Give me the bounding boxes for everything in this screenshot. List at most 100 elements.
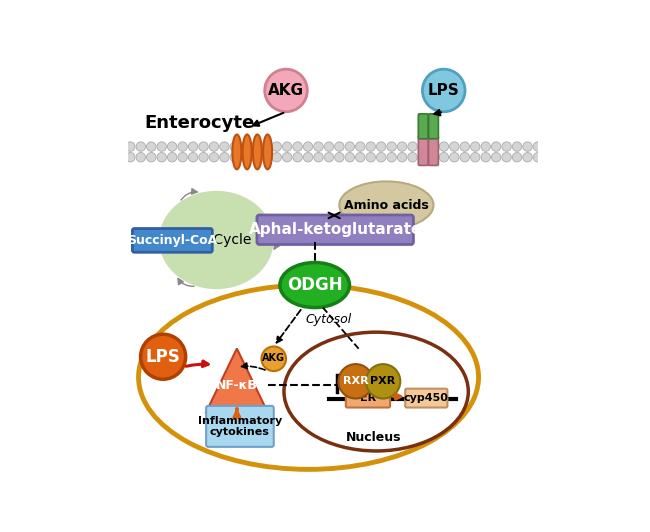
FancyBboxPatch shape — [133, 229, 213, 252]
Circle shape — [429, 142, 438, 151]
Circle shape — [450, 153, 459, 162]
Circle shape — [209, 142, 218, 151]
Circle shape — [146, 142, 156, 151]
Ellipse shape — [242, 135, 252, 169]
Circle shape — [178, 153, 187, 162]
Circle shape — [397, 142, 407, 151]
Circle shape — [491, 142, 501, 151]
Circle shape — [251, 153, 261, 162]
Circle shape — [335, 142, 344, 151]
Circle shape — [282, 153, 292, 162]
Circle shape — [136, 142, 146, 151]
Circle shape — [422, 69, 465, 112]
Circle shape — [366, 153, 376, 162]
Ellipse shape — [280, 262, 350, 307]
Circle shape — [157, 142, 166, 151]
Polygon shape — [206, 348, 268, 412]
Circle shape — [376, 153, 386, 162]
Circle shape — [429, 153, 438, 162]
Circle shape — [324, 153, 333, 162]
Text: Enterocyte: Enterocyte — [145, 114, 255, 132]
Text: cyp450: cyp450 — [404, 393, 448, 403]
Circle shape — [230, 142, 240, 151]
Circle shape — [408, 142, 417, 151]
Text: LPS: LPS — [146, 348, 181, 365]
Circle shape — [366, 364, 400, 398]
Text: ER: ER — [360, 393, 376, 403]
Circle shape — [481, 142, 490, 151]
FancyBboxPatch shape — [405, 389, 447, 408]
Circle shape — [502, 153, 512, 162]
Circle shape — [188, 142, 198, 151]
Circle shape — [125, 153, 135, 162]
Circle shape — [199, 142, 208, 151]
Circle shape — [356, 142, 365, 151]
Circle shape — [460, 142, 469, 151]
Circle shape — [324, 142, 333, 151]
Circle shape — [533, 153, 543, 162]
Circle shape — [261, 346, 286, 371]
FancyBboxPatch shape — [428, 136, 438, 165]
Circle shape — [265, 69, 307, 112]
Circle shape — [345, 142, 354, 151]
Circle shape — [168, 153, 177, 162]
Circle shape — [491, 153, 501, 162]
Text: Succinyl-CoA: Succinyl-CoA — [127, 234, 218, 247]
Circle shape — [418, 142, 428, 151]
Circle shape — [512, 142, 522, 151]
Circle shape — [356, 153, 365, 162]
Circle shape — [293, 142, 302, 151]
Circle shape — [418, 153, 428, 162]
Circle shape — [261, 153, 271, 162]
Text: LPS: LPS — [428, 83, 460, 98]
FancyBboxPatch shape — [346, 389, 390, 408]
Circle shape — [345, 153, 354, 162]
Circle shape — [136, 153, 146, 162]
Circle shape — [481, 153, 490, 162]
Circle shape — [450, 142, 459, 151]
FancyBboxPatch shape — [206, 406, 274, 447]
Circle shape — [157, 153, 166, 162]
Circle shape — [220, 153, 229, 162]
Circle shape — [339, 364, 373, 398]
Circle shape — [387, 142, 396, 151]
Circle shape — [397, 153, 407, 162]
Circle shape — [314, 142, 323, 151]
Circle shape — [387, 153, 396, 162]
Circle shape — [220, 142, 229, 151]
Text: RXR: RXR — [343, 376, 369, 386]
Circle shape — [168, 142, 177, 151]
Circle shape — [512, 153, 522, 162]
Circle shape — [199, 153, 208, 162]
Ellipse shape — [159, 191, 274, 289]
Circle shape — [460, 153, 469, 162]
Ellipse shape — [263, 135, 272, 169]
Circle shape — [335, 153, 344, 162]
Text: NF-κB: NF-κB — [216, 379, 258, 392]
Circle shape — [408, 153, 417, 162]
Circle shape — [523, 153, 532, 162]
Circle shape — [502, 142, 512, 151]
Text: Nucleus: Nucleus — [346, 431, 402, 444]
Circle shape — [272, 142, 281, 151]
Circle shape — [230, 153, 240, 162]
Circle shape — [366, 142, 376, 151]
FancyBboxPatch shape — [257, 215, 413, 245]
Circle shape — [439, 153, 448, 162]
Text: ODGH: ODGH — [287, 276, 343, 294]
Circle shape — [293, 153, 302, 162]
Circle shape — [533, 142, 543, 151]
Circle shape — [282, 142, 292, 151]
Circle shape — [261, 142, 271, 151]
Circle shape — [178, 142, 187, 151]
Circle shape — [471, 142, 480, 151]
Text: AKG: AKG — [268, 83, 304, 98]
Circle shape — [240, 142, 250, 151]
FancyBboxPatch shape — [419, 136, 428, 165]
Circle shape — [272, 153, 281, 162]
Circle shape — [209, 153, 218, 162]
Text: TCA Cycle: TCA Cycle — [182, 233, 251, 247]
Text: PXR: PXR — [370, 376, 396, 386]
Text: Aphal-ketoglutarate: Aphal-ketoglutarate — [248, 222, 422, 237]
Circle shape — [251, 142, 261, 151]
